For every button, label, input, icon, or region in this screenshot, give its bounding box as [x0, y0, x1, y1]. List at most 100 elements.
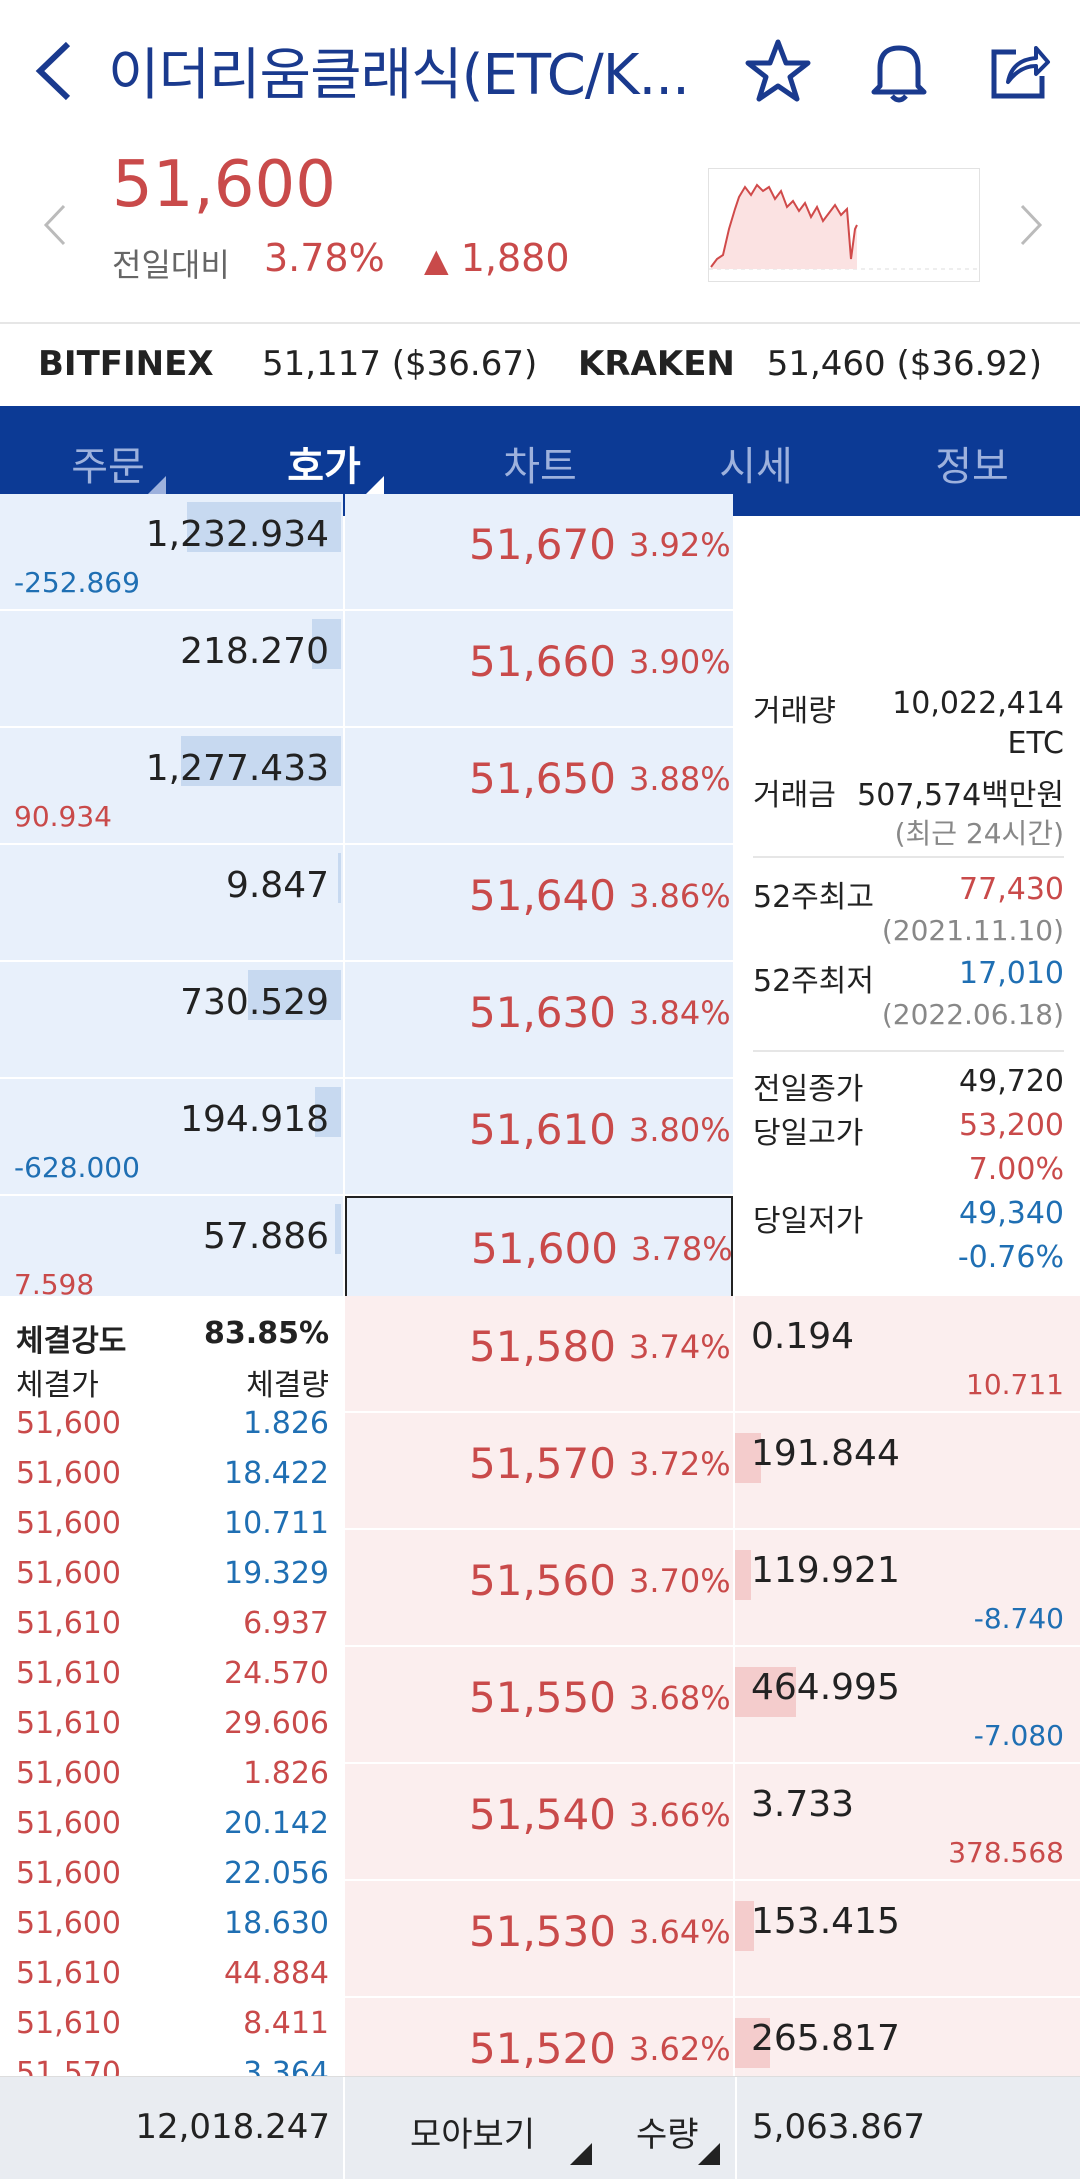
trade-row: 51,600 18.422 — [16, 1456, 329, 1506]
bid-qty-change: 378.568 — [948, 1836, 1064, 1869]
ask-depth-bar — [187, 502, 341, 552]
exchange-name: BITFINEX — [38, 344, 214, 384]
back-icon[interactable] — [30, 36, 80, 106]
strength-value: 83.85% — [204, 1316, 329, 1351]
bid-qty: 153.415 — [751, 1901, 900, 1942]
bid-qty-cell[interactable]: 119.921 -8.740 — [735, 1530, 1080, 1645]
tab-market[interactable]: 시세 — [719, 444, 793, 490]
trade-price: 51,600 — [16, 1556, 121, 1591]
bid-price-cell[interactable]: 51,550 3.68% — [345, 1647, 733, 1762]
current-price: 51,600 — [112, 148, 336, 222]
market-info-panel: 거래량 10,022,414 ETC 거래금 507,574백만원 (최근 24… — [735, 516, 1080, 1296]
volume-row: 거래량 10,022,414 — [753, 686, 1064, 730]
tab-orderbook[interactable]: 호가 — [287, 444, 361, 490]
trade-price: 51,600 — [16, 1806, 121, 1841]
exchange-value: 51,117 ($36.67) — [262, 344, 538, 384]
bid-price-cell[interactable]: 51,530 3.64% — [345, 1881, 733, 1996]
up-arrow-icon: ▲ — [424, 241, 449, 279]
ask-pct: 3.90% — [629, 643, 731, 681]
tab-order-indicator — [148, 476, 166, 494]
ask-pct: 3.86% — [629, 877, 731, 915]
bid-price-cell[interactable]: 51,560 3.70% — [345, 1530, 733, 1645]
high52-row: 52주최고 77,430 — [753, 872, 1064, 916]
bid-pct: 3.66% — [629, 1796, 731, 1834]
ask-depth-bar — [315, 1087, 341, 1137]
bid-qty-change: 10.711 — [966, 1368, 1064, 1401]
tab-order[interactable]: 주문 — [71, 444, 145, 490]
trade-qty: 18.630 — [224, 1906, 329, 1941]
trade-price: 51,610 — [16, 1656, 121, 1691]
group-view-dropdown-icon[interactable] — [570, 2143, 592, 2165]
bid-total: 5,063.867 — [752, 2107, 926, 2147]
next-coin-icon[interactable] — [1016, 200, 1046, 254]
ask-price-cell[interactable]: 51,630 3.84% — [345, 962, 733, 1077]
ask-price-cell[interactable]: 51,640 3.86% — [345, 845, 733, 960]
trade-qty-header: 체결량 — [246, 1368, 329, 1403]
bid-pct: 3.62% — [629, 2030, 731, 2068]
trade-list[interactable]: 체결강도 83.85% 체결가 체결량 51,600 1.826 51,600 18.… — [0, 1296, 343, 2076]
ask-qty-change: -628.000 — [14, 1151, 140, 1184]
mini-chart[interactable] — [708, 168, 980, 282]
ask-row[interactable]: 1,232.934 -252.869 51,670 3.92% — [0, 494, 735, 611]
ask-price: 51,650 — [469, 754, 616, 803]
tab-info[interactable]: 정보 — [935, 444, 1009, 490]
ask-pct: 3.88% — [629, 760, 731, 798]
ask-qty-change: 90.934 — [14, 800, 112, 833]
bid-price-cell[interactable]: 51,570 3.72% — [345, 1413, 733, 1528]
trade-row: 51,600 10.711 — [16, 1506, 329, 1556]
ask-row[interactable]: 194.918 -628.000 51,610 3.80% — [0, 1079, 735, 1196]
ask-qty-cell: 218.270 — [0, 611, 343, 726]
ask-qty-change: -252.869 — [14, 566, 140, 599]
amount-label: 거래금 — [753, 778, 836, 813]
ask-qty-cell: 730.529 — [0, 962, 343, 1077]
group-view-button[interactable]: 모아보기 — [410, 2115, 536, 2155]
ask-price: 51,610 — [469, 1105, 616, 1154]
ask-row[interactable]: 1,277.433 90.934 51,650 3.88% — [0, 728, 735, 845]
trade-price: 51,610 — [16, 1606, 121, 1641]
ask-price-cell[interactable]: 51,650 3.88% — [345, 728, 733, 843]
bid-price: 51,520 — [469, 2024, 616, 2073]
ask-qty: 57.886 — [203, 1216, 329, 1257]
bid-price: 51,580 — [469, 1322, 616, 1371]
bid-price: 51,550 — [469, 1673, 616, 1722]
bid-depth-bar — [735, 1433, 761, 1483]
diff-amount-value: 1,880 — [460, 236, 570, 280]
tab-orderbook-indicator — [366, 476, 384, 494]
bell-icon[interactable] — [866, 38, 932, 108]
bid-qty-cell[interactable]: 464.995 -7.080 — [735, 1647, 1080, 1762]
trade-qty: 1.826 — [243, 1756, 329, 1791]
ask-qty-cell: 1,277.433 90.934 — [0, 728, 343, 843]
bid-price-cell[interactable]: 51,540 3.66% — [345, 1764, 733, 1879]
ask-qty: 1,277.433 — [145, 748, 329, 789]
unit-select-dropdown-icon[interactable] — [698, 2143, 720, 2165]
ask-row[interactable]: 9.847 51,640 3.86% — [0, 845, 735, 962]
ask-row[interactable]: 57.886 7.598 51,600 3.78% — [0, 1196, 735, 1313]
trade-qty: 6.937 — [243, 1606, 329, 1641]
bid-qty-change: -7.080 — [973, 1719, 1064, 1752]
bid-qty: 464.995 — [751, 1667, 900, 1708]
bid-qty-cell[interactable]: 153.415 — [735, 1881, 1080, 1996]
high52-value: 77,430 — [959, 872, 1064, 907]
low52-value: 17,010 — [959, 956, 1064, 991]
bid-qty-cell[interactable]: 3.733 378.568 — [735, 1764, 1080, 1879]
amount-row: 거래금 507,574백만원 — [753, 770, 1064, 814]
bid-price-cell[interactable]: 51,580 3.74% — [345, 1296, 733, 1411]
tab-chart[interactable]: 차트 — [503, 444, 577, 490]
prev-coin-icon[interactable] — [40, 200, 70, 254]
unit-select-button[interactable]: 수량 — [636, 2115, 699, 2155]
star-icon[interactable] — [744, 38, 812, 108]
trade-qty: 18.422 — [224, 1456, 329, 1491]
ask-price-cell[interactable]: 51,600 3.78% — [345, 1196, 733, 1311]
ask-row[interactable]: 218.270 51,660 3.90% — [0, 611, 735, 728]
ask-row[interactable]: 730.529 51,630 3.84% — [0, 962, 735, 1079]
bid-qty-cell[interactable]: 0.194 10.711 — [735, 1296, 1080, 1411]
ask-price-cell[interactable]: 51,610 3.80% — [345, 1079, 733, 1194]
ask-price-cell[interactable]: 51,660 3.90% — [345, 611, 733, 726]
ask-price-cell[interactable]: 51,670 3.92% — [345, 494, 733, 609]
share-icon[interactable] — [986, 38, 1052, 108]
prev-close-label: 전일종가 — [753, 1072, 864, 1107]
trade-qty: 1.826 — [243, 1406, 329, 1441]
bid-qty-cell[interactable]: 191.844 — [735, 1413, 1080, 1528]
bid-depth-bar — [735, 2018, 770, 2068]
ask-qty: 194.918 — [180, 1099, 329, 1140]
